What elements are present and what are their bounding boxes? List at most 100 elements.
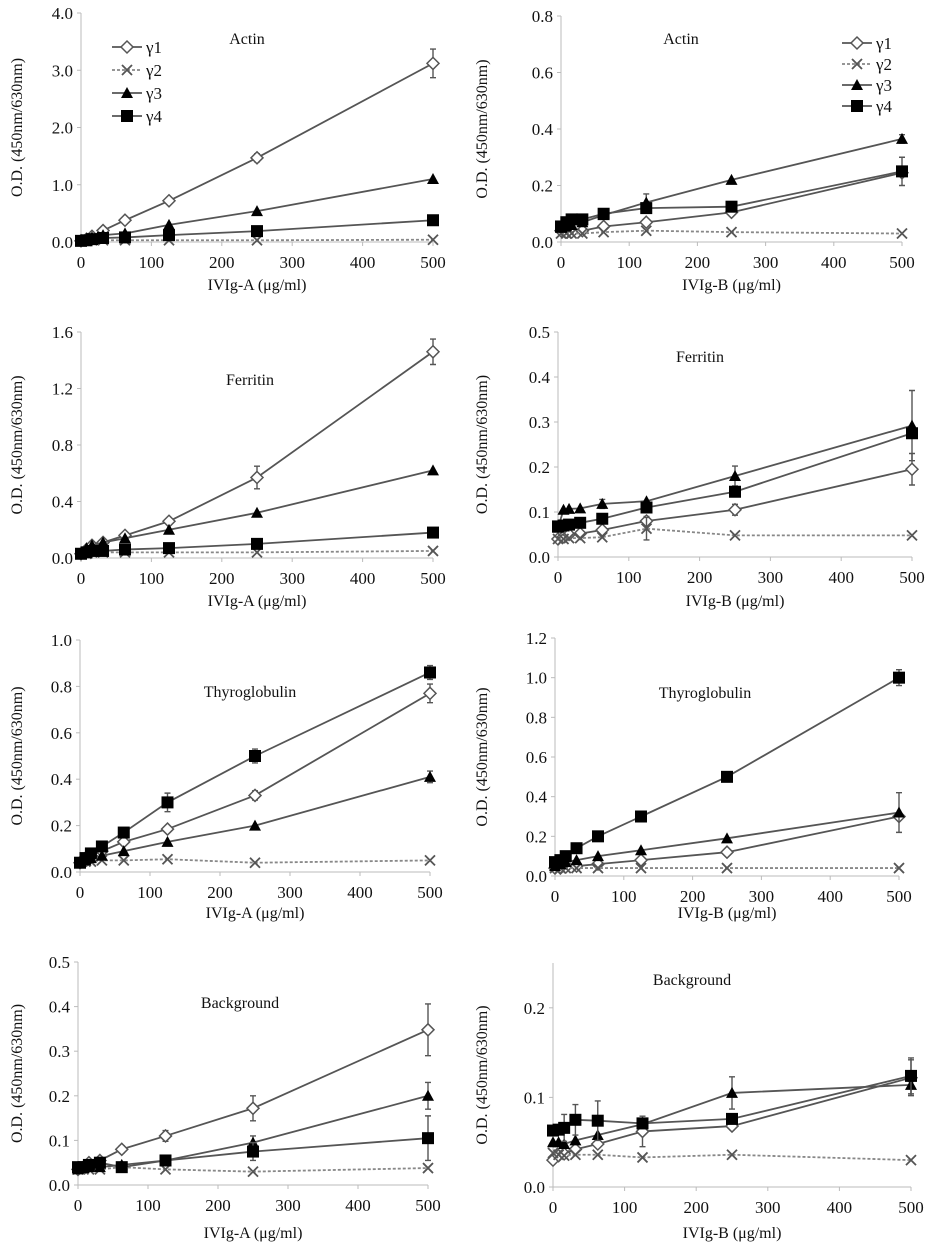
marker-gamma4 bbox=[82, 1158, 95, 1171]
chart-panel-3: 0.0 0.4 0.8 1.2 1.6 0 100 200 300 400 500 Ferritin I… bbox=[9, 323, 446, 610]
x-tick-label: 500 bbox=[886, 887, 912, 906]
series-γ3 bbox=[74, 770, 436, 868]
marker-gamma2 bbox=[592, 1149, 604, 1161]
marker-gamma3 bbox=[725, 173, 738, 185]
marker-gamma4 bbox=[251, 537, 263, 550]
marker-gamma2 bbox=[161, 853, 174, 865]
marker-gamma2 bbox=[592, 862, 604, 874]
marker-gamma2 bbox=[597, 226, 610, 238]
y-tick-label: 0.8 bbox=[51, 677, 72, 696]
x-tick-label: 0 bbox=[74, 1196, 83, 1215]
x-tick-label: 500 bbox=[889, 253, 915, 272]
x-axis-label: IVIg-B (μg/ml) bbox=[686, 593, 785, 610]
x-tick-label: 300 bbox=[279, 253, 305, 272]
marker-gamma2 bbox=[427, 545, 439, 557]
marker-gamma4 bbox=[121, 110, 133, 122]
marker-gamma2 bbox=[726, 1149, 738, 1161]
marker-gamma2 bbox=[636, 1151, 649, 1164]
y-tick-label: 0.1 bbox=[524, 1088, 545, 1107]
x-tick-label: 400 bbox=[350, 569, 376, 588]
marker-gamma4 bbox=[163, 542, 175, 555]
marker-gamma4 bbox=[85, 233, 98, 246]
marker-gamma4 bbox=[725, 200, 738, 213]
marker-gamma4 bbox=[597, 207, 610, 220]
y-tick-label: 1.6 bbox=[52, 323, 73, 342]
marker-gamma4 bbox=[97, 231, 110, 244]
marker-gamma3 bbox=[427, 464, 439, 476]
y-tick-label: 0.3 bbox=[49, 1042, 70, 1061]
marker-gamma2 bbox=[574, 532, 586, 544]
y-tick-label: 3.0 bbox=[52, 61, 73, 80]
marker-gamma3 bbox=[117, 845, 130, 857]
x-axis-label: IVIg-B (μg/ml) bbox=[682, 277, 781, 294]
marker-gamma4 bbox=[636, 1117, 649, 1130]
y-tick-label: 0.4 bbox=[52, 493, 74, 512]
y-tick-label: 2.0 bbox=[52, 119, 73, 138]
x-tick-label: 0 bbox=[77, 569, 86, 588]
marker-gamma3 bbox=[851, 79, 863, 90]
marker-gamma1 bbox=[596, 219, 611, 234]
legend: γ1 γ2 γ3 γ4 bbox=[842, 34, 893, 116]
marker-gamma1 bbox=[727, 502, 743, 517]
legend: γ1 γ2 γ3 γ4 bbox=[112, 38, 163, 126]
legend-label: γ4 bbox=[145, 107, 163, 126]
marker-gamma3 bbox=[251, 205, 263, 217]
series-γ2 bbox=[547, 1147, 917, 1166]
x-tick-label: 300 bbox=[758, 568, 784, 587]
y-tick-label: 0.8 bbox=[532, 7, 553, 26]
marker-gamma4 bbox=[251, 225, 263, 238]
legend-label: γ2 bbox=[145, 61, 162, 80]
x-tick-label: 500 bbox=[420, 569, 446, 588]
legend-label: γ4 bbox=[875, 97, 893, 116]
panel-title: Thyroglobulin bbox=[204, 684, 296, 701]
series-line bbox=[558, 527, 912, 540]
panel-title: Ferritin bbox=[226, 372, 274, 389]
marker-gamma2 bbox=[640, 225, 652, 237]
marker-gamma2 bbox=[851, 58, 863, 70]
marker-gamma1 bbox=[249, 470, 265, 485]
marker-gamma4 bbox=[247, 1145, 259, 1158]
y-tick-label: 0.6 bbox=[526, 748, 547, 767]
series-γ4 bbox=[552, 427, 918, 533]
marker-gamma4 bbox=[640, 202, 653, 215]
x-axis-label: IVIg-A (μg/ml) bbox=[206, 905, 305, 922]
marker-gamma2 bbox=[249, 857, 261, 869]
marker-gamma3 bbox=[424, 770, 436, 782]
x-axis-label: IVIg-A (μg/ml) bbox=[204, 1225, 303, 1242]
marker-gamma1 bbox=[422, 686, 438, 701]
series-γ4 bbox=[74, 664, 436, 869]
x-tick-label: 500 bbox=[417, 883, 443, 902]
series-γ3 bbox=[547, 1073, 917, 1149]
marker-gamma2 bbox=[118, 854, 130, 867]
marker-gamma3 bbox=[596, 497, 609, 509]
marker-gamma4 bbox=[576, 213, 589, 226]
series-line bbox=[79, 692, 431, 864]
y-tick-label: 0.4 bbox=[529, 368, 551, 387]
marker-gamma4 bbox=[565, 213, 578, 226]
marker-gamma3 bbox=[570, 854, 583, 866]
marker-gamma3 bbox=[635, 844, 647, 856]
y-tick-label: 0.8 bbox=[52, 436, 73, 455]
marker-gamma3 bbox=[251, 506, 263, 518]
y-tick-label: 1.0 bbox=[52, 176, 73, 195]
marker-gamma3 bbox=[558, 1137, 571, 1149]
x-tick-label: 0 bbox=[76, 883, 85, 902]
series-γ2 bbox=[552, 516, 918, 545]
series-γ4 bbox=[72, 1115, 434, 1174]
y-tick-label: 0.2 bbox=[51, 817, 72, 836]
marker-gamma4 bbox=[721, 770, 733, 783]
x-tick-label: 0 bbox=[551, 887, 560, 906]
x-tick-label: 500 bbox=[415, 1196, 441, 1215]
marker-gamma4 bbox=[559, 850, 572, 863]
y-tick-label: 1.0 bbox=[526, 669, 547, 688]
marker-gamma2 bbox=[906, 529, 918, 542]
y-tick-label: 0.0 bbox=[51, 863, 72, 882]
y-tick-label: 4.0 bbox=[52, 4, 73, 23]
y-tick-label: 0.6 bbox=[532, 64, 553, 83]
x-tick-label: 100 bbox=[612, 1198, 638, 1217]
y-tick-label: 0.8 bbox=[526, 708, 547, 727]
panel-title: Actin bbox=[229, 31, 265, 48]
marker-gamma3 bbox=[721, 832, 733, 844]
y-axis-label: O.D. (450nm/630nm) bbox=[9, 58, 26, 197]
